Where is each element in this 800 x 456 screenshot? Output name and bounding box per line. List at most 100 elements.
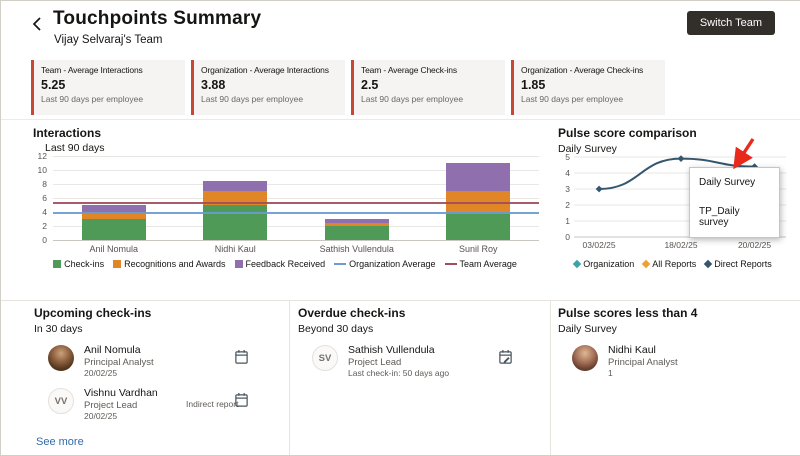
data-point[interactable] bbox=[751, 163, 758, 170]
svg-text:1: 1 bbox=[565, 216, 570, 226]
schedule-checkin-icon[interactable] bbox=[234, 392, 249, 413]
legend-item-all-reports[interactable]: All Reports bbox=[642, 259, 696, 269]
y-axis-tick: 10 bbox=[37, 165, 47, 175]
kpi-caption: Last 90 days per employee bbox=[361, 94, 464, 104]
panel-subtitle: In 30 days bbox=[34, 323, 83, 335]
bar-segment-feedback-received[interactable] bbox=[203, 180, 268, 191]
legend-marker bbox=[53, 260, 62, 268]
checkin-row[interactable]: SV Sathish Vullendula Project Lead Last … bbox=[312, 344, 546, 378]
data-point[interactable] bbox=[595, 185, 603, 193]
interactions-x-axis: Anil Nomula Nidhi Kaul Sathish Vullendula S… bbox=[53, 244, 539, 256]
y-axis-tick: 6 bbox=[42, 193, 47, 203]
svg-text:18/02/25: 18/02/25 bbox=[664, 240, 697, 250]
upcoming-checkins-panel: Upcoming check-ins In 30 days Anil Nomul… bbox=[34, 306, 286, 450]
pulse-chart-title: Pulse score comparison bbox=[558, 126, 697, 140]
kpi-label: Organization - Average Check-ins bbox=[521, 65, 644, 75]
gridline bbox=[53, 156, 539, 157]
gridline bbox=[53, 184, 539, 185]
low-score-count: 1 bbox=[608, 367, 613, 378]
legend-item-organization-average[interactable]: Organization Average bbox=[334, 259, 436, 269]
panel-subtitle: Daily Survey bbox=[558, 323, 617, 335]
x-axis-label: Sunil Roy bbox=[458, 244, 498, 254]
interactions-chart-subtitle: Last 90 days bbox=[45, 142, 105, 154]
survey-option-tp-daily-survey[interactable]: TP_Daily survey bbox=[699, 206, 740, 228]
bar-segment-check-ins[interactable] bbox=[203, 205, 268, 240]
svg-text:03/02/25: 03/02/25 bbox=[583, 240, 616, 250]
bar-segment-check-ins[interactable] bbox=[81, 219, 146, 240]
overdue-checkins-panel: Overdue check-ins Beyond 30 days SV Sath… bbox=[298, 306, 546, 378]
person-info: Sathish Vullendula Project Lead Last che… bbox=[348, 344, 450, 378]
bar-segment-recognitions-and-awards[interactable] bbox=[81, 212, 146, 219]
panel-subtitle: Beyond 30 days bbox=[298, 323, 374, 335]
kpi-value: 2.5 bbox=[361, 78, 379, 92]
bar-segment-recognitions-and-awards[interactable] bbox=[324, 222, 389, 226]
panel-title: Pulse scores less than 4 bbox=[558, 306, 698, 320]
schedule-checkin-icon[interactable] bbox=[234, 349, 249, 370]
legend-marker bbox=[334, 263, 347, 265]
kpi-org-avg-checkins: Organization - Average Check-ins 1.85 La… bbox=[511, 60, 665, 115]
back-button[interactable] bbox=[32, 16, 44, 32]
bar-segment-check-ins[interactable] bbox=[324, 226, 389, 240]
reference-line-organization-average bbox=[53, 211, 539, 214]
interactions-bar-chart: 0 2 4 6 8 10 12 bbox=[38, 151, 539, 245]
kpi-label: Organization - Average Interactions bbox=[201, 65, 329, 75]
last-checkin-label: Last check-in: 50 days ago bbox=[348, 367, 450, 378]
x-axis-label: Sathish Vullendula bbox=[319, 244, 394, 254]
panel-divider bbox=[550, 301, 551, 455]
legend-item-team-average[interactable]: Team Average bbox=[444, 259, 517, 269]
data-point[interactable] bbox=[677, 155, 685, 162]
checkin-row[interactable]: Anil Nomula Principal Analyst 20/02/25 bbox=[48, 344, 286, 378]
legend-marker bbox=[444, 263, 457, 265]
legend-item-direct-reports[interactable]: Direct Reports bbox=[704, 259, 772, 269]
legend-item-recognitions-and-awards[interactable]: Recognitions and Awards bbox=[113, 259, 226, 269]
gridline bbox=[53, 198, 539, 199]
interactions-chart-title: Interactions bbox=[33, 126, 102, 140]
legend-marker bbox=[642, 259, 651, 269]
person-info: Nidhi Kaul Principal Analyst 1 bbox=[608, 344, 678, 378]
gridline bbox=[53, 226, 539, 227]
pulse-chart-subtitle: Daily Survey bbox=[558, 143, 617, 155]
checkin-row[interactable]: VV Vishnu Vardhan Project Lead 20/02/25 … bbox=[48, 388, 286, 421]
kpi-value: 1.85 bbox=[521, 78, 546, 92]
panel-divider bbox=[289, 301, 290, 455]
x-axis-label: Anil Nomula bbox=[89, 244, 139, 254]
avatar bbox=[572, 345, 598, 371]
person-role: Principal Analyst bbox=[84, 356, 154, 368]
svg-text:2: 2 bbox=[565, 200, 570, 210]
legend-item-feedback-received[interactable]: Feedback Received bbox=[234, 259, 325, 269]
legend-item-organization[interactable]: Organization bbox=[572, 259, 634, 269]
checkin-date: 20/02/25 bbox=[84, 411, 118, 422]
legend-marker bbox=[572, 259, 582, 269]
person-role: Principal Analyst bbox=[608, 356, 678, 368]
kpi-team-avg-checkins: Team - Average Check-ins 2.5 Last 90 day… bbox=[351, 60, 505, 115]
reference-line-team-average bbox=[53, 202, 539, 205]
pulse-legend: Organization All Reports Direct Reports bbox=[553, 259, 793, 269]
bar-segment-check-ins[interactable] bbox=[446, 212, 511, 240]
switch-team-button[interactable]: Switch Team bbox=[686, 11, 775, 35]
see-more-link[interactable]: See more bbox=[36, 435, 84, 448]
bar-segment-feedback-received[interactable] bbox=[81, 205, 146, 212]
bar-segment-feedback-received[interactable] bbox=[324, 219, 389, 223]
svg-text:3: 3 bbox=[565, 184, 570, 194]
panel-title: Upcoming check-ins bbox=[34, 306, 152, 320]
person-name: Anil Nomula bbox=[84, 344, 141, 356]
bar-segment-recognitions-and-awards[interactable] bbox=[446, 191, 511, 212]
bar-segment-recognitions-and-awards[interactable] bbox=[203, 191, 268, 205]
avatar-initials: VV bbox=[48, 388, 74, 415]
overdue-checkin-icon[interactable] bbox=[498, 349, 513, 370]
svg-text:20/02/25: 20/02/25 bbox=[738, 240, 771, 250]
bar-segment-feedback-received[interactable] bbox=[446, 163, 511, 191]
y-axis-tick: 4 bbox=[42, 207, 47, 217]
avatar-initials: SV bbox=[312, 345, 338, 371]
kpi-label: Team - Average Check-ins bbox=[361, 65, 457, 75]
survey-option-daily-survey[interactable]: Daily Survey bbox=[699, 177, 756, 188]
gridline bbox=[53, 240, 539, 241]
kpi-caption: Last 90 days per employee bbox=[41, 94, 144, 104]
legend-item-check-ins[interactable]: Check-ins bbox=[53, 259, 104, 269]
y-axis-tick: 12 bbox=[37, 151, 47, 161]
x-axis-label: Nidhi Kaul bbox=[214, 244, 256, 254]
low-pulse-row[interactable]: Nidhi Kaul Principal Analyst 1 bbox=[572, 344, 788, 378]
kpi-label: Team - Average Interactions bbox=[41, 65, 143, 75]
y-axis-tick: 0 bbox=[42, 235, 47, 245]
indirect-report-label: Indirect report bbox=[186, 399, 239, 410]
